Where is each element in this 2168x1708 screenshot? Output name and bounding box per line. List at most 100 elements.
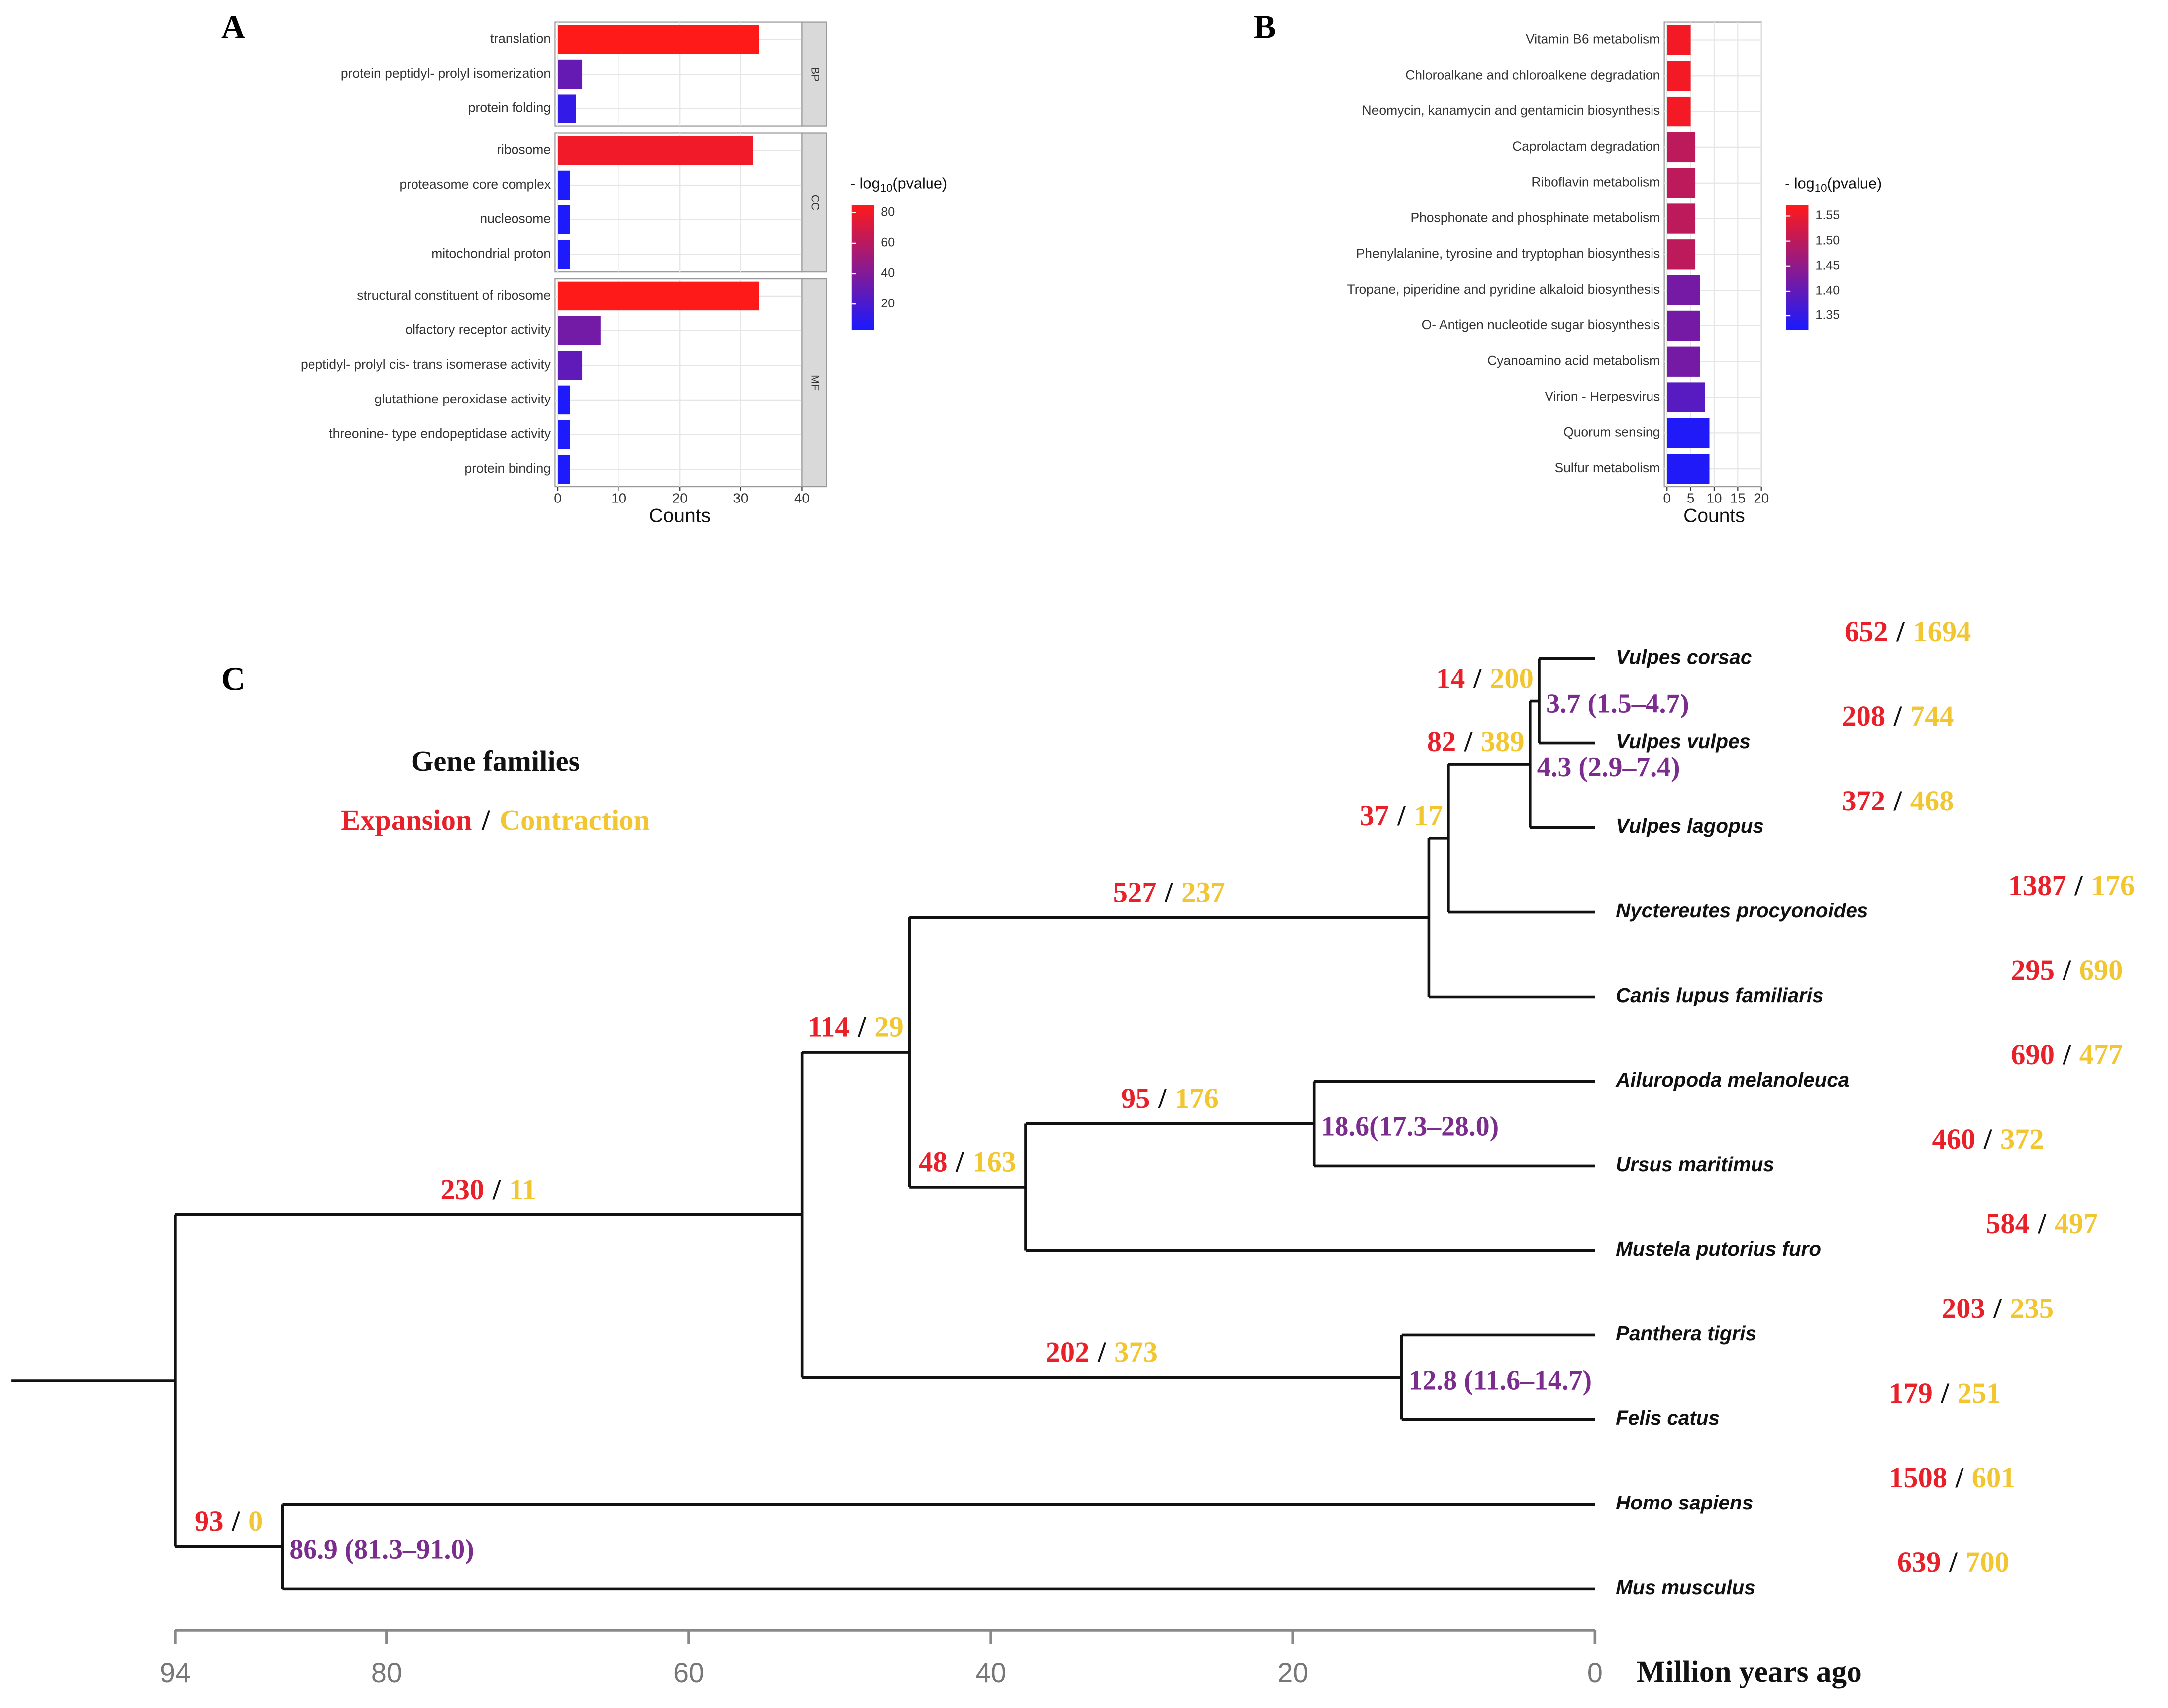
contraction-count: 0 [248,1505,263,1537]
bar [558,136,753,165]
tip-label: Canis lupus familiaris [1616,984,1823,1006]
contraction-count: 389 [1481,725,1525,758]
category-label: ribosome [497,142,551,157]
legend: Expansion / Contraction [341,804,650,837]
expansion-count: 1508 [1889,1461,1947,1494]
gene-count: 652/1694 [1845,616,1971,648]
legend-separator: / [481,804,490,837]
contraction-count: 1694 [1913,616,1971,648]
separator: / [1955,1461,1964,1494]
category-label: Sulfur metabolism [1554,460,1660,475]
gene-count: 203/235 [1942,1292,2054,1324]
category-label: Chloroalkane and chloroalkene degradatio… [1405,67,1660,82]
category-label: protein peptidyl- prolyl isomerization [341,66,551,81]
bar [558,350,583,380]
bar [558,420,570,449]
separator: / [1949,1546,1958,1578]
bar [558,240,570,269]
expansion-count: 202 [1046,1336,1090,1368]
panel-label: A [221,9,245,46]
separator: / [1993,1292,2002,1324]
tip-label: Vulpes vulpes [1616,730,1751,753]
x-axis-label: Million years ago [1637,1655,1862,1689]
contraction-count: 17 [1414,800,1443,832]
category-label: Tropane, piperidine and pyridine alkaloi… [1347,282,1660,297]
separator: / [1464,725,1473,758]
bar [1667,203,1696,234]
bar [1667,275,1700,305]
expansion-count: 37 [1360,800,1389,832]
contraction-count: 176 [1175,1082,1219,1114]
category-label: proteasome core complex [400,177,551,192]
legend-title-part: (pvalue) [892,175,947,192]
bar [1667,96,1691,127]
x-tick-label: 20 [672,491,688,506]
separator: / [2074,870,2083,902]
expansion-count: 372 [1842,785,1885,817]
separator: / [1896,616,1905,648]
category-label: structural constituent of ribosome [357,288,551,302]
category-label: Phosphonate and phosphinate metabolism [1411,210,1660,225]
legend-title-part: - log [1785,175,1815,192]
separator: / [1397,800,1406,832]
panel-label: B [1254,9,1276,46]
bar [1667,61,1691,91]
category-label: Neomycin, kanamycin and gentamicin biosy… [1362,103,1660,118]
x-tick-label: 20 [1754,491,1769,506]
expansion-count: 82 [1427,725,1456,758]
category-label: O- Antigen nucleotide sugar biosynthesis [1422,317,1660,332]
gene-count: 208/744 [1842,701,1954,733]
tip-label: Felis catus [1616,1407,1720,1429]
colorbar-tick-label: 1.45 [1815,258,1840,272]
tip-label: Mustela putorius furo [1616,1237,1821,1260]
x-tick-label: 94 [160,1657,191,1688]
tip-label: Panthera tigris [1616,1322,1756,1345]
contraction-count: 497 [2055,1207,2098,1240]
node-age-label: 12.8 (11.6–14.7) [1409,1365,1592,1396]
legend-title-part: 10 [1815,182,1827,194]
contraction-count: 29 [874,1011,904,1043]
x-tick-label: 0 [554,491,562,506]
bar [558,59,583,89]
bar [1667,346,1700,377]
x-tick-label: 10 [611,491,626,506]
bar [1667,382,1705,412]
facet-label: BP [809,67,822,82]
legend-title: - log10(pvalue) [1785,175,1882,194]
legend-expansion: Expansion [341,804,472,837]
gene-count: 230/11 [440,1174,536,1206]
category-label: Quorum sensing [1563,424,1660,439]
colorbar-tick-label: 60 [881,235,895,249]
separator: / [1473,662,1482,695]
bar [558,454,570,484]
contraction-count: 700 [1965,1546,2009,1578]
bar [558,205,570,234]
colorbar-tick-label: 1.50 [1815,233,1840,247]
category-label: protein folding [468,100,551,115]
bar [558,385,570,415]
bar [1667,25,1691,55]
facet-strip [801,278,827,488]
separator: / [1164,876,1173,908]
x-tick-label: 20 [1277,1657,1308,1688]
node-age-label: 18.6(17.3–28.0) [1321,1111,1499,1142]
gene-count: 37/17 [1360,800,1443,832]
separator: / [1158,1082,1167,1114]
expansion-count: 460 [1932,1123,1975,1156]
colorbar-tick-label: 40 [881,266,895,280]
category-label: glutathione peroxidase activity [374,392,551,406]
bar [558,94,576,124]
contraction-count: 176 [2091,870,2135,902]
expansion-count: 639 [1897,1546,1941,1578]
category-label: Virion - Herpesvirus [1545,389,1660,404]
contraction-count: 601 [1972,1461,2016,1494]
tip-label: Ursus maritimus [1616,1153,1774,1176]
expansion-count: 93 [195,1505,224,1537]
category-label: Caprolactam degradation [1512,139,1660,154]
tip-label: Ailuropoda melanoleuca [1615,1068,1849,1091]
expansion-count: 208 [1842,701,1885,733]
gene-count: 114/29 [808,1011,904,1043]
expansion-count: 1387 [2008,870,2066,902]
panel-label: C [221,660,245,697]
gene-count: 14/200 [1436,662,1534,695]
